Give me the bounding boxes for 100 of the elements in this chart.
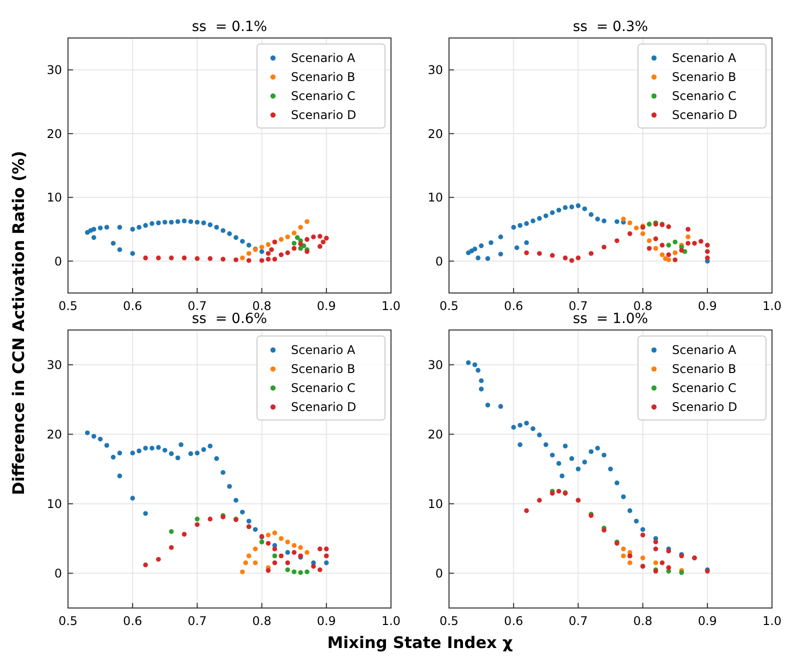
point [692,240,697,246]
point [136,448,142,454]
point [588,212,594,217]
point [318,234,322,239]
point [705,242,710,248]
point [259,258,264,263]
point [220,256,226,262]
legend-label: Scenario C [672,89,736,104]
point [660,560,665,566]
point [324,553,329,558]
point [272,553,278,558]
point [550,252,555,258]
point [182,256,187,260]
chart-title: ss = 0.1% [192,19,268,35]
x-tick-label: 0.6 [123,299,142,313]
point [511,424,516,430]
point [136,224,142,230]
point [686,234,690,240]
point [582,206,588,212]
chart-title: ss = 1.0% [572,311,648,327]
point [272,560,278,566]
point [150,221,154,226]
point [208,222,213,228]
point [91,235,96,240]
point [168,529,174,534]
x-tick-label: 0.8 [633,299,652,313]
point [602,452,606,458]
point [472,362,478,368]
x-tick-label: 0.9 [698,614,717,628]
point [582,460,588,464]
point [130,251,135,256]
x-tick-label: 0.5 [58,614,78,628]
point [104,442,110,448]
point [117,474,122,478]
x-tick-label: 1.0 [381,614,401,628]
point [324,560,329,566]
x-tick-label: 0.7 [568,614,588,628]
point [476,256,480,260]
point [514,245,520,250]
point [220,228,226,233]
point [285,250,290,256]
y-tick-label: 30 [428,358,443,372]
y-tick-label: 10 [428,190,443,205]
point [569,258,574,263]
point [208,516,213,522]
point [259,249,264,254]
point [666,224,672,230]
point [246,251,252,256]
point [518,442,522,448]
point [621,546,626,552]
point [194,522,200,527]
point [178,442,184,448]
point [627,560,632,566]
point [550,452,555,458]
point [524,508,529,514]
point [666,252,672,258]
point [240,256,245,260]
chart-title: ss = 0.6% [192,311,268,327]
point [156,256,161,260]
point [304,550,310,555]
point [272,256,278,262]
point [666,242,672,248]
point [562,256,568,260]
x-tick-label: 1.0 [762,299,782,313]
point [621,216,626,222]
point [588,449,594,454]
point [614,219,620,224]
point [524,420,529,426]
point [544,442,548,448]
point [705,249,710,254]
point [194,220,200,225]
point [285,560,290,566]
point [298,242,303,246]
point [686,226,690,232]
point [556,461,562,466]
point [466,360,471,366]
point [562,444,568,448]
point [627,231,632,236]
point [530,218,536,224]
point [278,237,284,242]
point [175,455,180,460]
point [485,402,490,408]
point [576,466,581,472]
point [634,226,639,230]
point [640,527,646,532]
point [84,430,90,436]
point [556,488,562,494]
legend-label: Scenario D [291,400,356,414]
point [234,235,238,240]
point [478,386,484,392]
point [201,447,206,452]
point [324,236,329,241]
x-tick-label: 0.8 [252,614,272,628]
point [292,569,296,574]
point [576,256,581,260]
point [298,224,303,230]
point [278,553,284,558]
chart-title: ss = 0.3% [572,19,648,35]
legend-label: Scenario B [672,70,736,84]
point [285,234,290,240]
